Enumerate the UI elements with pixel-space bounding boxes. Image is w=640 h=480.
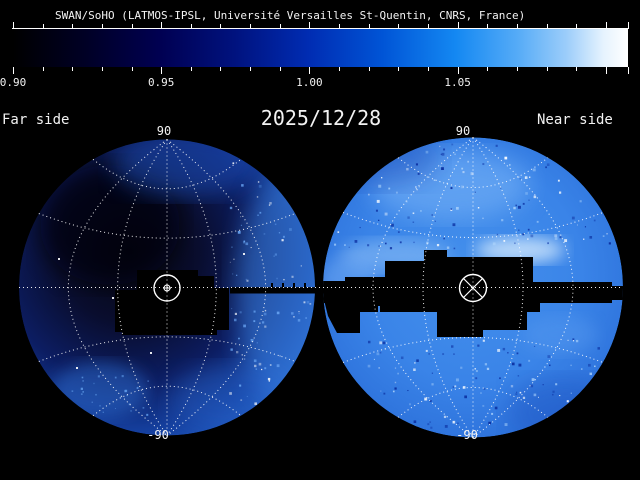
colorbar-tick-bottom (628, 67, 629, 74)
colorbar-tick-top (517, 24, 518, 28)
colorbar-tick-top (220, 24, 221, 28)
colorbar-tick-top (309, 22, 310, 28)
far-bottomleft-patch (52, 362, 148, 418)
colorbar-tick-top (191, 24, 192, 28)
colorbar-tick-top (398, 24, 399, 28)
date-label: 2025/12/28 (260, 106, 382, 130)
near-pole-bottom-label: -90 (456, 428, 478, 442)
colorbar-tick-bottom (161, 67, 162, 74)
far-top-patch (113, 139, 263, 197)
colorbar-tick-top (428, 24, 429, 28)
colorbar-tick-bottom (43, 67, 44, 71)
near-bottomright-dark (507, 377, 617, 438)
colorbar-tick-label: 1.00 (296, 76, 323, 89)
colorbar-tick-bottom (606, 67, 607, 74)
far-side-label: Far side (2, 112, 70, 128)
colorbar-tick-bottom (547, 67, 548, 71)
colorbar-top-axis (12, 28, 629, 29)
colorbar-tick-bottom (339, 67, 340, 71)
colorbar-tick-bottom (132, 67, 133, 71)
colorbar-tick-top (369, 24, 370, 28)
colorbar-tick-bottom (428, 67, 429, 71)
near-right-patch (522, 315, 598, 355)
colorbar-tick-bottom (13, 67, 14, 74)
colorbar-tick-bottom (517, 67, 518, 71)
colorbar-tick-top (102, 24, 103, 28)
colorbar-tick-bottom (191, 67, 192, 71)
far-pole-top-label: 90 (156, 124, 172, 138)
ecliptic-gap-stripe (230, 283, 347, 294)
colorbar-tick-bottom (280, 67, 281, 71)
colorbar-tick-bottom (250, 67, 251, 71)
near-side-label: Near side (537, 112, 613, 128)
colorbar-tick-label: 0.90 (0, 76, 27, 89)
colorbar-tick-top (72, 24, 73, 28)
far-pole-bottom-label: -90 (147, 428, 169, 442)
colorbar-tick-top (280, 24, 281, 28)
colorbar-tick-top (606, 22, 607, 28)
colorbar-tick-top (132, 24, 133, 28)
colorbar-tick-bottom (309, 67, 310, 74)
plot-title: SWAN/SoHO (LATMOS-IPSL, Université Versa… (55, 9, 526, 22)
colorbar-tick-top (487, 24, 488, 28)
colorbar-tick-bottom (220, 67, 221, 71)
colorbar-gradient (13, 29, 628, 67)
colorbar-tick-top (161, 22, 162, 28)
colorbar-tick-top (458, 22, 459, 28)
far-speckles (58, 162, 312, 416)
colorbar-tick-top (628, 22, 629, 28)
colorbar-tick-bottom (458, 67, 459, 74)
colorbar-tick-label: 0.95 (147, 76, 175, 89)
colorbar-tick-top (43, 24, 44, 28)
colorbar-tick-bottom (487, 67, 488, 71)
far-bottom-patch (170, 365, 290, 435)
colorbar-tick-top (13, 22, 14, 28)
colorbar-tick-label: 1.05 (444, 76, 471, 89)
near-speckles (334, 143, 611, 429)
far-dark-core (40, 165, 180, 285)
colorbar-tick-bottom (576, 67, 577, 71)
colorbar-tick-bottom (369, 67, 370, 71)
near-data-gap-mask-lower (324, 300, 378, 333)
near-bright-band (475, 237, 565, 263)
earth-marker-icon (153, 274, 181, 302)
near-grid (323, 137, 623, 438)
colorbar-tick-top (576, 24, 577, 28)
colorbar-tick-top (250, 24, 251, 28)
colorbar-tick-top (547, 24, 548, 28)
colorbar-tick-top (339, 24, 340, 28)
colorbar-tick-bottom (72, 67, 73, 71)
colorbar-tick-bottom (102, 67, 103, 71)
near-topleft-dark (323, 137, 440, 188)
near-pole-top-label: 90 (455, 124, 471, 138)
antisolar-marker-icon (458, 273, 488, 303)
colorbar-tick-bottom (398, 67, 399, 71)
far-data-gap-mask (115, 270, 229, 335)
